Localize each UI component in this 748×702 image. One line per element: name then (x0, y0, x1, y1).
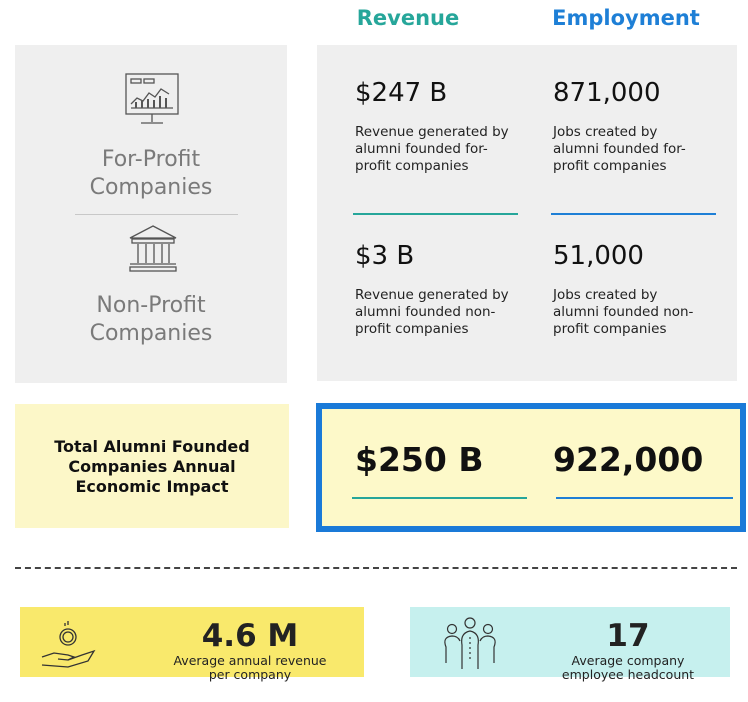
stat-value: 4.6 M (201, 618, 299, 654)
metric-description: profit companies (553, 158, 667, 174)
total-label-box: Total Alumni Founded Companies Annual Econ… (15, 404, 289, 528)
hand-coin-icon (41, 621, 96, 668)
label-line: Non-Profit (96, 293, 206, 318)
metric-description: alumni founded non- (355, 304, 496, 320)
total-label: Total Alumni Founded Companies Annual Econ… (15, 437, 289, 497)
total-revenue: $250 B (355, 440, 484, 479)
total-box (316, 403, 746, 532)
monitor-icon (125, 73, 179, 124)
metric-value: $3 B (355, 241, 415, 271)
label-line: Companies (89, 321, 213, 346)
metric-description: Revenue generated by (355, 287, 509, 303)
label-line: Total Alumni Founded (54, 437, 250, 456)
people-icon (444, 617, 496, 669)
metric-description: alumni founded non- (553, 304, 694, 320)
metric-description: Jobs created by (553, 287, 658, 303)
employment-header: Employment (552, 6, 700, 30)
desc-line: per company (208, 667, 292, 682)
metric-description: alumni founded for- (355, 141, 488, 157)
metric-value: $247 B (355, 78, 448, 108)
desc-line: Average company (571, 653, 685, 668)
desc-line: Average annual revenue (173, 653, 327, 668)
label-line: Economic Impact (75, 477, 229, 496)
label-line: Companies Annual (68, 457, 236, 476)
rule (352, 497, 527, 499)
metric-description: Revenue generated by (355, 124, 509, 140)
metric-description: profit companies (553, 321, 667, 337)
stat-box: 17 Average company employee headcount (410, 607, 730, 682)
revenue-header: Revenue (356, 6, 460, 30)
stat-description: Average annual revenue per company (140, 654, 360, 682)
rule (353, 213, 518, 215)
metric-value: 51,000 (553, 241, 644, 271)
metric-description: profit companies (355, 158, 469, 174)
metric-description: Jobs created by (553, 124, 658, 140)
stat-box: 4.6 M Average annual revenue per company (20, 607, 364, 682)
divider (75, 214, 238, 215)
bank-icon (129, 225, 177, 272)
segment-label: For-Profit Companies (15, 146, 287, 202)
stat-description: Average company employee headcount (518, 654, 738, 682)
desc-line: employee headcount (561, 667, 695, 682)
dashed-separator (15, 567, 737, 569)
metric-description: profit companies (355, 321, 469, 337)
segments-panel: For-Profit Companies Non-Profit Companies (15, 45, 287, 383)
metric-value: 871,000 (553, 78, 661, 108)
segment-label: Non-Profit Companies (15, 292, 287, 348)
total-employment: 922,000 (553, 440, 704, 479)
label-line: For-Profit (101, 147, 201, 172)
rule (556, 497, 733, 499)
label-line: Companies (89, 175, 213, 200)
metric-description: alumni founded for- (553, 141, 686, 157)
stat-value: 17 (606, 618, 650, 654)
rule (551, 213, 716, 215)
